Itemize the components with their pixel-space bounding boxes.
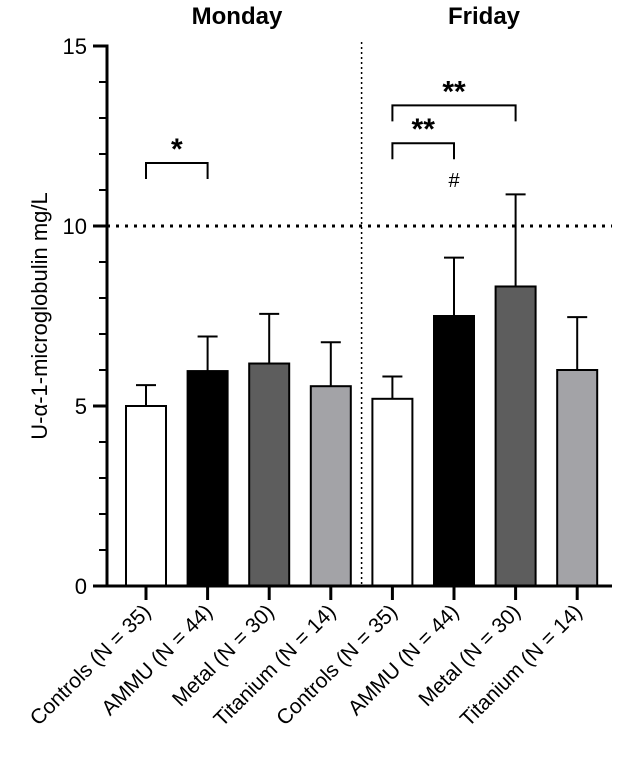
annotations-layer: *****# xyxy=(145,75,517,192)
bar-7 xyxy=(556,369,599,587)
significance-label-2: ** xyxy=(442,75,466,108)
group-title-friday: Friday xyxy=(448,3,521,30)
significance-bracket-0 xyxy=(145,162,209,179)
y-tick-label-15: 15 xyxy=(63,34,87,59)
reference-layer xyxy=(107,42,612,586)
bar-6 xyxy=(494,285,537,587)
significance-bracket-1 xyxy=(391,142,455,160)
y-axis-label: U-α-1-microglobulin mg/L xyxy=(27,192,52,439)
bar-2 xyxy=(248,362,291,587)
significance-bracket-2 xyxy=(391,104,517,122)
y-tick-label-10: 10 xyxy=(63,214,87,239)
x-tick-label-1: AMMU (N = 44) xyxy=(97,600,217,720)
y-tick-label-5: 5 xyxy=(75,394,87,419)
significance-label-1: ** xyxy=(412,113,436,146)
bar-4 xyxy=(371,397,414,587)
bar-5 xyxy=(433,315,475,587)
bars-layer xyxy=(125,193,599,588)
significance-label-0: * xyxy=(171,133,183,166)
group-title-monday: Monday xyxy=(192,3,283,30)
group-titles: Monday Friday xyxy=(192,3,521,30)
bar-0 xyxy=(125,405,167,587)
bar-3 xyxy=(309,385,352,588)
y-tick-label-0: 0 xyxy=(75,574,87,599)
bar-1 xyxy=(186,370,229,587)
x-tick-label-5: AMMU (N = 44) xyxy=(344,600,464,720)
hash-annotation-0: # xyxy=(448,170,460,192)
